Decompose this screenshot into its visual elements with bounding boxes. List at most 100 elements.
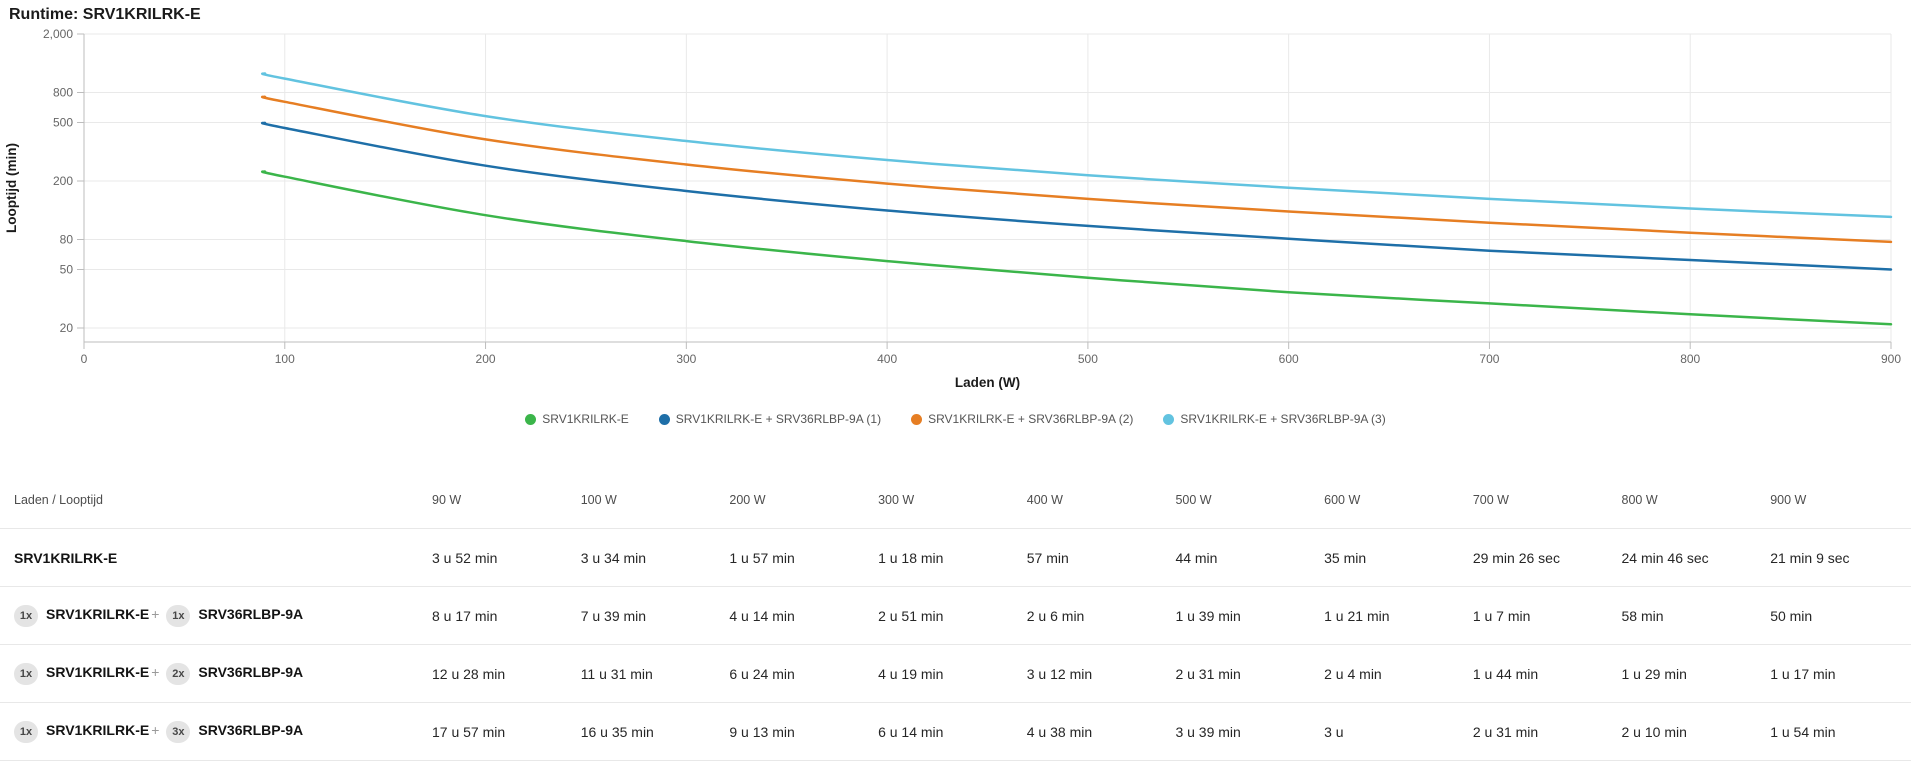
quantity-badge: 3x	[166, 720, 191, 743]
runtime-value: 2 u 51 min	[870, 586, 1019, 645]
column-header: 90 W	[424, 472, 573, 529]
quantity-badge: 1x	[166, 604, 191, 627]
x-axis-title: Laden (W)	[955, 375, 1020, 390]
runtime-value: 7 u 39 min	[572, 586, 722, 645]
runtime-value: 3 u 12 min	[1018, 644, 1168, 703]
x-tick-label: 200	[476, 352, 496, 366]
column-header: 100 W	[572, 472, 722, 529]
legend-marker-icon	[911, 413, 923, 425]
runtime-table: Laden / Looptijd 90 W 100 W 200 W 300 W 400 …	[0, 472, 1911, 761]
series-line	[260, 95, 1893, 244]
legend-label: SRV1KRILRK-E + SRV36RLBP-9A (3)	[1180, 412, 1386, 426]
x-tick-label: 400	[877, 352, 897, 366]
runtime-value: 1 u 17 min	[1762, 644, 1911, 703]
runtime-value: 9 u 13 min	[721, 702, 871, 761]
legend-item[interactable]: SRV1KRILRK-E + SRV36RLBP-9A (3)	[1163, 412, 1386, 426]
column-header: 300 W	[870, 472, 1019, 529]
x-tick-label: 600	[1279, 352, 1299, 366]
y-tick-label: 500	[53, 116, 73, 130]
runtime-value: 3 u 39 min	[1167, 702, 1317, 761]
plus-separator: +	[151, 605, 160, 622]
quantity-badge: 2x	[166, 662, 191, 685]
legend-item[interactable]: SRV1KRILRK-E + SRV36RLBP-9A (1)	[658, 412, 881, 426]
series-line	[260, 170, 1893, 326]
runtime-value: 2 u 6 min	[1018, 586, 1168, 645]
runtime-value: 2 u 31 min	[1167, 644, 1317, 703]
product-name: SRV36RLBP-9A	[198, 721, 304, 738]
runtime-value: 44 min	[1167, 528, 1317, 587]
table-corner-header: Laden / Looptijd	[0, 472, 424, 529]
series-line	[260, 121, 1893, 271]
runtime-value: 50 min	[1762, 586, 1911, 645]
runtime-value: 1 u 44 min	[1464, 644, 1614, 703]
runtime-value: 1 u 57 min	[721, 528, 871, 587]
table-row: 1x SRV1KRILRK-E +3x SRV36RLBP-9A 17 u 57 min…	[0, 702, 1911, 761]
legend-label: SRV1KRILRK-E	[542, 412, 629, 426]
x-tick-label: 300	[676, 352, 696, 366]
runtime-value: 24 min 46 sec	[1613, 528, 1763, 587]
quantity-badge: 1x	[14, 662, 38, 685]
runtime-value: 4 u 14 min	[721, 586, 871, 645]
runtime-value: 1 u 18 min	[870, 528, 1019, 587]
runtime-value: 16 u 35 min	[572, 702, 722, 761]
quantity-badge: 1x	[14, 604, 38, 627]
runtime-value: 8 u 17 min	[424, 586, 573, 645]
runtime-value: 6 u 24 min	[721, 644, 871, 703]
runtime-value: 3 u	[1316, 702, 1465, 761]
product-cell: SRV1KRILRK-E	[0, 528, 424, 587]
product-cell: 1x SRV1KRILRK-E +2x SRV36RLBP-9A	[0, 644, 424, 703]
legend-item[interactable]: SRV1KRILRK-E	[525, 412, 629, 426]
column-header: 600 W	[1316, 472, 1465, 529]
legend-marker-icon	[525, 413, 537, 425]
runtime-value: 2 u 4 min	[1316, 644, 1465, 703]
product-cell: 1x SRV1KRILRK-E +1x SRV36RLBP-9A	[0, 586, 424, 645]
runtime-value: 3 u 34 min	[572, 528, 722, 587]
y-tick-label: 20	[60, 321, 74, 335]
y-axis-title: Looptijd (min)	[4, 143, 19, 233]
column-header: 200 W	[721, 472, 871, 529]
x-tick-label: 800	[1680, 352, 1700, 366]
x-tick-label: 500	[1078, 352, 1098, 366]
table-row: SRV1KRILRK-E 3 u 52 min 3 u 34 min 1 u 57 m…	[0, 528, 1911, 587]
page-title: Runtime: SRV1KRILRK-E	[9, 6, 201, 23]
runtime-value: 2 u 10 min	[1613, 702, 1763, 761]
runtime-value: 35 min	[1316, 528, 1465, 587]
runtime-value: 11 u 31 min	[572, 644, 722, 703]
table-row: 1x SRV1KRILRK-E +2x SRV36RLBP-9A 12 u 28 min…	[0, 644, 1911, 703]
column-header: 900 W	[1762, 472, 1911, 529]
product-name: SRV1KRILRK-E	[46, 721, 150, 738]
product-name: SRV1KRILRK-E	[14, 549, 118, 566]
legend-item[interactable]: SRV1KRILRK-E + SRV36RLBP-9A (2)	[911, 412, 1133, 426]
runtime-value: 6 u 14 min	[870, 702, 1019, 761]
y-tick-label: 200	[53, 174, 73, 188]
column-header: 800 W	[1613, 472, 1763, 529]
legend-marker-icon	[658, 413, 670, 425]
x-tick-label: 900	[1881, 352, 1901, 366]
column-header: 500 W	[1167, 472, 1317, 529]
product-cell: 1x SRV1KRILRK-E +3x SRV36RLBP-9A	[0, 702, 424, 761]
column-header: 400 W	[1018, 472, 1168, 529]
runtime-value: 4 u 38 min	[1018, 702, 1168, 761]
runtime-chart: 2,000 800 500 200 80 50 20 0 100 200 300 400 500 600 7…	[0, 25, 1911, 400]
runtime-value: 1 u 39 min	[1167, 586, 1317, 645]
product-name: SRV1KRILRK-E	[46, 605, 150, 622]
column-header: 700 W	[1464, 472, 1614, 529]
runtime-value: 1 u 7 min	[1464, 586, 1614, 645]
runtime-value: 1 u 21 min	[1316, 586, 1465, 645]
y-tick-label: 80	[60, 232, 74, 246]
y-tick-label: 50	[60, 263, 74, 277]
product-name: SRV36RLBP-9A	[198, 605, 304, 622]
plus-separator: +	[151, 663, 160, 680]
legend-label: SRV1KRILRK-E + SRV36RLBP-9A (2)	[928, 412, 1134, 426]
runtime-value: 17 u 57 min	[424, 702, 573, 761]
quantity-badge: 1x	[14, 720, 38, 743]
product-name: SRV36RLBP-9A	[198, 663, 304, 680]
runtime-value: 21 min 9 sec	[1762, 528, 1911, 587]
product-name: SRV1KRILRK-E	[46, 663, 150, 680]
runtime-value: 1 u 54 min	[1762, 702, 1911, 761]
runtime-value: 57 min	[1018, 528, 1168, 587]
legend-marker-icon	[1163, 413, 1175, 425]
y-tick-label: 2,000	[43, 27, 73, 41]
